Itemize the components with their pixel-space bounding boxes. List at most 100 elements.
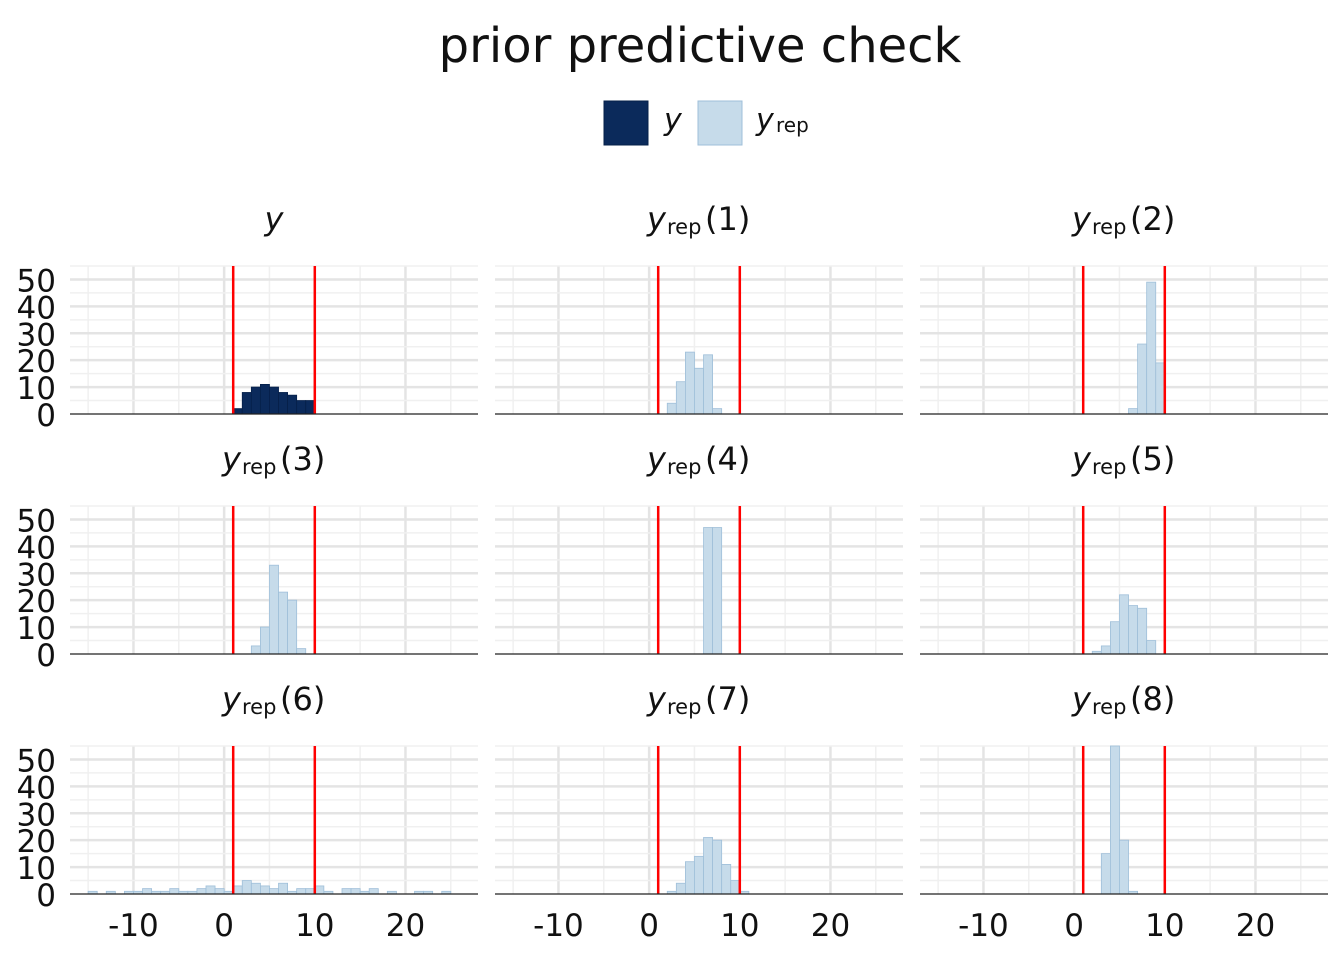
histogram-bar (675, 381, 686, 415)
histogram-bar (712, 839, 723, 895)
histogram-bar (703, 837, 713, 895)
y-tick-label: 0 (36, 878, 56, 914)
y-tick-label: 30 (17, 557, 56, 593)
panel-8: -10 0 10 20 y rep (7) (495, 680, 903, 944)
histogram-bar (278, 882, 288, 895)
legend-swatch-1 (603, 100, 649, 146)
histogram-bar (305, 400, 316, 415)
panel-5: y rep (4) (495, 440, 903, 655)
histogram-bar (232, 408, 243, 415)
histogram-bar (1110, 745, 1120, 895)
x-tick-label: 20 (386, 908, 425, 944)
panel-2: y rep (1) (495, 200, 903, 415)
histogram-bar (259, 383, 270, 415)
panel-title-sub: rep (667, 215, 701, 239)
histogram-bar (341, 888, 352, 895)
panel-title: y (1071, 680, 1092, 718)
histogram-bar (241, 392, 252, 415)
panel-title: y (646, 440, 667, 478)
y-tick-label: 10 (17, 371, 56, 407)
histogram-bar (368, 888, 379, 895)
panel-title-sub: rep (1092, 455, 1126, 479)
panel-title: y (221, 680, 242, 718)
histogram-bar (694, 367, 704, 415)
panel-title-sub: rep (667, 695, 701, 719)
histogram-bar (296, 648, 307, 655)
histogram-bar (305, 888, 316, 895)
histogram-bar (1155, 362, 1166, 415)
legend-swatch-2 (697, 100, 743, 146)
histogram-bar (712, 408, 723, 415)
histogram-bar (250, 882, 261, 895)
histogram-bar (703, 354, 713, 415)
histogram-bar (196, 888, 207, 895)
y-tick-label: 20 (17, 344, 56, 380)
histogram-bar (296, 400, 307, 415)
histogram-bar (685, 351, 695, 415)
panel-6: y rep (5) (920, 440, 1328, 655)
panel-title-index: (7) (705, 680, 750, 718)
x-tick-label: 10 (1145, 908, 1184, 944)
histogram-bar (250, 645, 261, 655)
histogram-bar (1128, 408, 1138, 415)
histogram-bar (169, 888, 180, 895)
histogram-bar (214, 888, 225, 895)
x-tick-label: 10 (720, 908, 759, 944)
y-tick-label: 0 (36, 398, 56, 434)
histogram-bar (287, 599, 298, 655)
x-tick-label: -10 (108, 908, 159, 944)
histogram-bar (269, 564, 279, 655)
histogram-bar (314, 885, 325, 895)
histogram-bar (694, 855, 704, 895)
chart-title: prior predictive check (439, 18, 962, 74)
histogram-bar (241, 880, 252, 895)
histogram-bar (730, 880, 741, 895)
panel-title-sub: rep (242, 695, 276, 719)
legend-label-2: y (755, 103, 775, 138)
histogram-bar (685, 861, 695, 895)
panel-title: y (646, 680, 667, 718)
histogram-bar (1137, 343, 1148, 415)
histogram-bar (232, 885, 243, 895)
panel-title-sub: rep (1092, 215, 1126, 239)
x-tick-label: 0 (639, 908, 659, 944)
panel-title-index: (2) (1130, 200, 1175, 238)
histogram-bar (250, 386, 261, 415)
histogram-bar (269, 386, 279, 415)
legend-label-1: y (663, 103, 683, 138)
y-tick-label: 30 (17, 317, 56, 353)
y-tick-label: 30 (17, 797, 56, 833)
y-tick-label: 40 (17, 770, 56, 806)
histogram-bar (1100, 853, 1111, 895)
x-tick-label: 10 (295, 908, 334, 944)
y-tick-label: 40 (17, 530, 56, 566)
histogram-bar (269, 888, 279, 895)
histogram-bar (1146, 640, 1157, 655)
panel-title-index: (4) (705, 440, 750, 478)
y-tick-label: 20 (17, 584, 56, 620)
y-tick-label: 20 (17, 824, 56, 860)
y-tick-label: 50 (17, 743, 56, 779)
histogram-bar (666, 402, 677, 415)
y-tick-label: 40 (17, 290, 56, 326)
panel-title-sub: rep (1092, 695, 1126, 719)
histogram-bar (278, 591, 288, 655)
panel-9: -10 0 10 20 y rep (8) (920, 680, 1328, 944)
panel-title: y (1071, 200, 1092, 238)
histogram-bar (1146, 281, 1157, 415)
histogram-bar (142, 888, 153, 895)
histogram-bar (1128, 605, 1138, 655)
histogram-bar (712, 527, 723, 655)
x-tick-label: 0 (214, 908, 234, 944)
panel-3: y rep (2) (920, 200, 1328, 415)
panel-title-index: (3) (280, 440, 325, 478)
y-tick-label: 50 (17, 503, 56, 539)
x-tick-label: 0 (1064, 908, 1084, 944)
y-tick-label: 10 (17, 851, 56, 887)
histogram-bar (703, 527, 713, 655)
